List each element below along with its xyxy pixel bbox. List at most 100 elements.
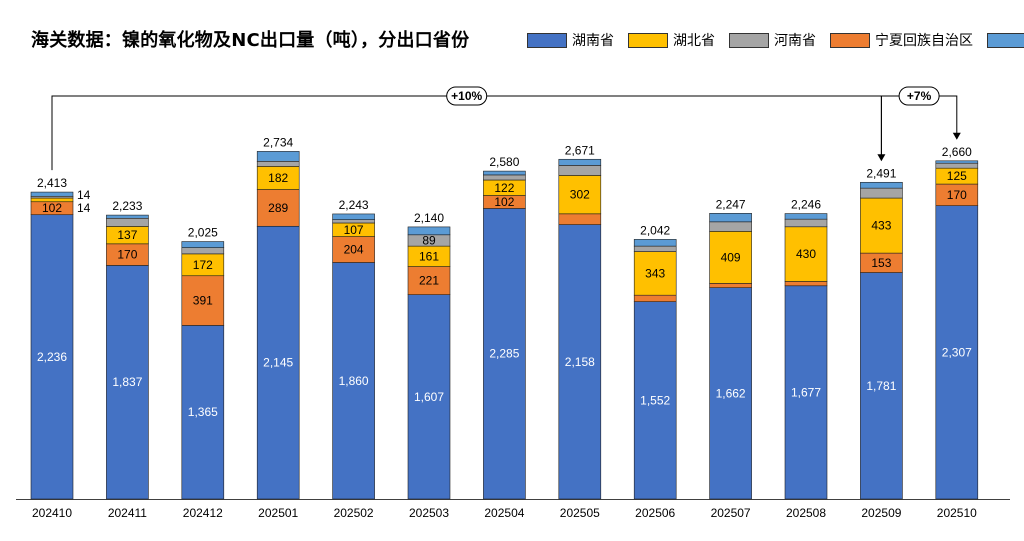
data-label: 221 — [419, 274, 439, 288]
legend-item: 河南省 — [729, 30, 816, 50]
data-label: 170 — [947, 188, 967, 202]
bar-segment — [106, 265, 149, 500]
legend-label: 湖北省 — [673, 33, 715, 49]
data-label: 1,662 — [716, 386, 746, 400]
legend-item: 湖南省 — [527, 30, 614, 50]
data-label: 14 — [77, 201, 91, 215]
data-label: 107 — [344, 223, 364, 237]
data-label: 1,781 — [866, 379, 896, 393]
data-label: 102 — [494, 195, 514, 209]
bar-segment — [483, 208, 526, 500]
data-label: 1,677 — [791, 385, 821, 399]
data-label: 2,236 — [37, 350, 67, 364]
data-label: 1,837 — [112, 375, 142, 389]
legend-item: 宁夏回族自治区 — [830, 30, 973, 50]
bar-segment — [407, 266, 451, 295]
bar-segment — [30, 214, 74, 500]
bar-segment — [860, 181, 903, 189]
data-label: 137 — [117, 228, 137, 242]
data-label: 170 — [117, 248, 137, 262]
bar-segment — [784, 213, 828, 220]
bar-segment — [407, 226, 451, 236]
bar-segment — [935, 160, 979, 164]
total-label: 2,246 — [791, 198, 821, 212]
total-label: 2,671 — [565, 143, 595, 157]
data-label: 204 — [344, 243, 364, 257]
data-label: 2,285 — [489, 347, 519, 361]
bar-segment — [709, 213, 752, 223]
bar-segment — [181, 275, 225, 326]
total-label: 2,025 — [188, 226, 218, 240]
data-label: 289 — [268, 201, 288, 215]
legend-label: 湖南省 — [572, 33, 614, 49]
data-label: 2,307 — [942, 345, 972, 359]
bar-segment — [256, 151, 300, 162]
total-label: 2,734 — [263, 135, 293, 149]
bar-segment — [332, 213, 375, 220]
bar-segment — [558, 165, 602, 176]
x-tick-label: 202504 — [484, 506, 524, 520]
growth-annotation-label: +7% — [907, 89, 932, 103]
bar-segment — [935, 162, 979, 169]
bar-segment — [709, 231, 752, 284]
data-label: 161 — [419, 249, 439, 263]
bar-segment — [30, 197, 74, 203]
growth-annotation-badge — [898, 86, 940, 106]
bar-segment — [483, 170, 526, 176]
x-tick-label: 202510 — [937, 506, 977, 520]
x-tick-label: 202505 — [560, 506, 600, 520]
bar-segment — [784, 218, 828, 228]
total-label: 2,247 — [716, 197, 746, 211]
bar-segment — [558, 224, 602, 500]
growth-annotation-arrowhead — [952, 132, 961, 140]
bar-segment — [860, 187, 903, 199]
bar-segment — [332, 236, 375, 263]
x-tick-label: 202509 — [861, 506, 901, 520]
data-label: 172 — [193, 258, 213, 272]
data-label: 1,860 — [339, 374, 369, 388]
growth-annotation-badge — [446, 86, 488, 106]
data-label: 2,158 — [565, 355, 595, 369]
bar-segment — [106, 214, 149, 219]
data-label: 1,552 — [640, 393, 670, 407]
x-tick-label: 202502 — [334, 506, 374, 520]
x-tick-label: 202501 — [258, 506, 298, 520]
bar-segment — [860, 272, 903, 500]
bar-segment — [30, 191, 74, 197]
bar-segment — [784, 281, 828, 287]
data-label: 391 — [193, 294, 213, 308]
data-label: 2,145 — [263, 356, 293, 370]
bar-segment — [558, 213, 602, 225]
total-label: 2,233 — [112, 199, 142, 213]
bar-segment — [784, 285, 828, 500]
growth-annotation-line — [51, 95, 882, 171]
legend: 湖南省 湖北省 河南省 宁夏回族自治区其他 — [527, 30, 1024, 50]
total-label: 2,413 — [37, 176, 67, 190]
x-tick-label: 202410 — [32, 506, 72, 520]
legend-swatch — [628, 32, 668, 48]
x-tick-label: 202412 — [183, 506, 223, 520]
legend-swatch — [527, 32, 567, 48]
data-label: 14 — [77, 188, 91, 202]
bar-segment — [483, 174, 526, 181]
bar-segment — [256, 161, 300, 167]
bar-segment — [709, 221, 752, 232]
data-label: 302 — [570, 188, 590, 202]
bar-segment — [558, 158, 602, 166]
x-tick-label: 202507 — [711, 506, 751, 520]
data-label: 102 — [42, 201, 62, 215]
bar-segment — [181, 241, 225, 248]
data-label: 430 — [796, 247, 816, 261]
bar-segment — [633, 239, 677, 247]
bar-segment — [332, 219, 375, 224]
data-label: 89 — [422, 233, 436, 247]
legend-item: 湖北省 — [628, 30, 715, 50]
bar-segment — [407, 294, 451, 500]
total-label: 2,660 — [942, 145, 972, 159]
legend-label: 宁夏回族自治区 — [875, 33, 973, 49]
x-tick-label: 202503 — [409, 506, 449, 520]
bar-segment — [709, 283, 752, 288]
bar-segment — [181, 247, 225, 255]
bar-segment — [332, 262, 375, 500]
bar-segment — [633, 294, 677, 302]
